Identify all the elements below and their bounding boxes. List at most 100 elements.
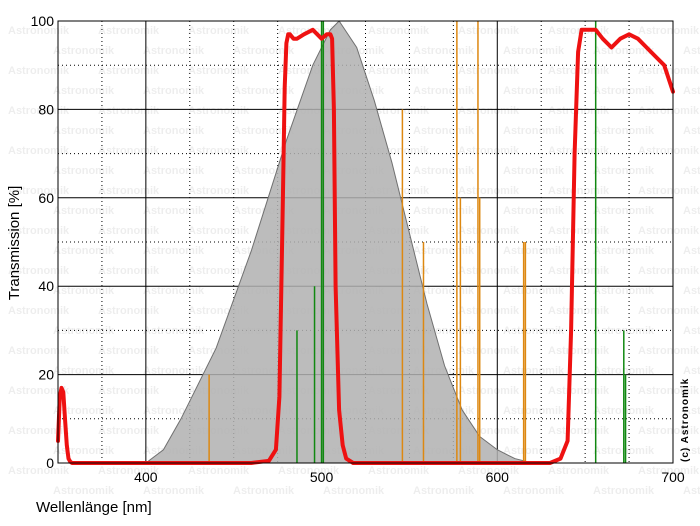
watermark-text: Astronomik (683, 245, 700, 257)
watermark-text: Astronomik (188, 65, 250, 77)
watermark-text: Astronomik (458, 105, 520, 117)
watermark-text: Astronomik (548, 385, 610, 397)
watermark-text: Astronomik (683, 325, 700, 337)
watermark-text: Astronomik (143, 485, 205, 497)
watermark-text: Astronomik (98, 385, 160, 397)
watermark-text: Astronomik (53, 365, 115, 377)
watermark-text: Astronomik (683, 85, 700, 97)
watermark-text: Astronomik (593, 285, 655, 297)
watermark-text: Astronomik (233, 125, 295, 137)
watermark-text: Astronomik (593, 85, 655, 97)
watermark-text: Astronomik (188, 145, 250, 157)
watermark-text: Astronomik (98, 265, 160, 277)
watermark-text: Astronomik (413, 285, 475, 297)
watermark-text: Astronomik (593, 125, 655, 137)
sensitivity-area-layer (58, 20, 673, 464)
y-tick-label: 80 (38, 101, 54, 117)
watermark-text: Astronomik (593, 205, 655, 217)
watermark-text: Astronomik (638, 225, 700, 237)
watermark-text: Astronomik (53, 165, 115, 177)
watermark-text: Astronomik (683, 205, 700, 217)
x-tick-label: 700 (661, 469, 685, 485)
watermark-text: Astronomik (143, 85, 205, 97)
x-tick-label: 600 (486, 469, 510, 485)
watermark-text: Astronomik (143, 365, 205, 377)
watermark-text: Astronomik (458, 145, 520, 157)
watermark-text: Astronomik (98, 185, 160, 197)
copyright-label: (c) Astronomik (680, 378, 691, 462)
watermark-text: Astronomik (8, 265, 70, 277)
watermark-text: Astronomik (143, 205, 205, 217)
watermark-text: Astronomik (368, 65, 430, 77)
watermark-text: Astronomik (548, 265, 610, 277)
y-tick-label: 20 (38, 367, 54, 383)
watermark-text: Astronomik (413, 205, 475, 217)
watermark-text: Astronomik (8, 185, 70, 197)
watermark-text: Astronomik (593, 485, 655, 497)
watermark-text: Astronomik (458, 25, 520, 37)
watermark-text: Astronomik (638, 145, 700, 157)
watermark-text: Astronomik (638, 25, 700, 37)
watermark-text: Astronomik (53, 325, 115, 337)
watermark-text: Astronomik (53, 445, 115, 457)
watermark-text: Astronomik (638, 345, 700, 357)
watermark-text: Astronomik (458, 265, 520, 277)
watermark-text: Astronomik (458, 185, 520, 197)
watermark-text: Astronomik (548, 105, 610, 117)
watermark-text: Astronomik (638, 65, 700, 77)
watermark-text: Astronomik (53, 285, 115, 297)
watermark-text: Astronomik (593, 45, 655, 57)
watermark-text: Astronomik (98, 65, 160, 77)
watermark-text: Astronomik (503, 445, 565, 457)
watermark-text: Astronomik (638, 105, 700, 117)
watermark-text: Astronomik (638, 385, 700, 397)
watermark-text: Astronomik (98, 145, 160, 157)
watermark-text: Astronomik (323, 485, 385, 497)
watermark-text: Astronomik (53, 245, 115, 257)
watermark-text: Astronomik (143, 165, 205, 177)
x-tick-label: 400 (134, 469, 158, 485)
watermark-text: Astronomik (638, 185, 700, 197)
watermark-text: Astronomik (8, 305, 70, 317)
watermark-text: Astronomik (233, 485, 295, 497)
watermark-text: Astronomik (503, 85, 565, 97)
watermark-text: Astronomik (143, 245, 205, 257)
watermark-text: Astronomik (188, 225, 250, 237)
watermark-text: Astronomik (278, 465, 340, 477)
watermark-text: Astronomik (188, 185, 250, 197)
watermark-text: Astronomik (53, 85, 115, 97)
watermark-text: Astronomik (188, 265, 250, 277)
watermark-text: Astronomik (53, 125, 115, 137)
tick-labels: 400 500 600 700 0 20 40 60 80 100 (31, 13, 685, 485)
watermark-text: Astronomik (638, 265, 700, 277)
watermark-text: Astronomik (503, 245, 565, 257)
watermark-text: Astronomik (503, 165, 565, 177)
watermark-text: Astronomik (8, 225, 70, 237)
watermark-text: Astronomik (413, 125, 475, 137)
y-tick-label: 60 (38, 190, 54, 206)
watermark-text: Astronomik (683, 365, 700, 377)
watermark-text: Astronomik (458, 65, 520, 77)
watermark-text: Astronomik (503, 285, 565, 297)
watermark-text: Astronomik (188, 465, 250, 477)
watermark-text: Astronomik (8, 145, 70, 157)
watermark-text: Astronomik (413, 245, 475, 257)
watermark-text: Astronomik (683, 445, 700, 457)
watermark-text: Astronomik (593, 165, 655, 177)
watermark-text: Astronomik (233, 45, 295, 57)
watermark-text: Astronomik (413, 45, 475, 57)
watermark-text: Astronomik (548, 305, 610, 317)
watermark-text: Astronomik (98, 25, 160, 37)
watermark-text: Astronomik (503, 125, 565, 137)
watermark-text: Astronomik (143, 45, 205, 57)
watermark-text: Astronomik (548, 345, 610, 357)
watermark-text: Astronomik (8, 385, 70, 397)
watermark-text: Astronomik (368, 25, 430, 37)
y-tick-label: 0 (46, 455, 54, 471)
watermark-text: Astronomik (503, 365, 565, 377)
watermark-text: Astronomik (53, 205, 115, 217)
watermark-text: Astronomik (683, 405, 700, 417)
watermark-text: Astronomik (458, 465, 520, 477)
watermark-text: Astronomik (413, 485, 475, 497)
